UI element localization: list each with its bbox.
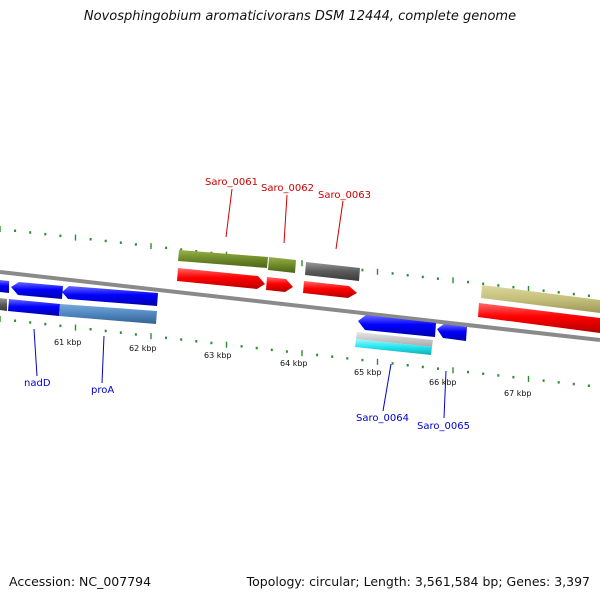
label-saro-0061[interactable]: Saro_0061 (205, 177, 258, 188)
leader-nadD (33, 328, 38, 377)
cds-red-right[interactable] (478, 303, 600, 333)
genome-summary: Topology: circular; Length: 3,561,584 bp… (246, 574, 590, 589)
gene-labels: Saro_0061 Saro_0062 Saro_0063 nadD proA … (24, 177, 470, 432)
gene-saro-0061-olive[interactable] (178, 250, 268, 268)
leader-saro-0063 (335, 200, 344, 250)
ruler-label-61kbp: 61 kbp (54, 338, 82, 347)
label-proA[interactable]: proA (91, 385, 114, 396)
cds-saro-0061[interactable] (177, 268, 265, 289)
gene-track-inner (0, 298, 433, 355)
leader-saro-0061 (225, 188, 233, 238)
gene-saro-0064-light[interactable] (356, 332, 433, 347)
gene-track-outer (178, 250, 600, 313)
gene-saro-0063-gray[interactable] (305, 262, 360, 281)
cds-track-reverse (0, 280, 467, 341)
map-title: Novosphingobium aromaticivorans DSM 1244… (83, 9, 517, 24)
label-nadD[interactable]: nadD (24, 378, 51, 389)
tick-marks-inner (0, 316, 590, 387)
gene-proA[interactable] (59, 304, 157, 324)
ruler-labels: 61 kbp 62 kbp 63 kbp 64 kbp 65 kbp 66 kb… (54, 338, 532, 398)
cds-left-reverse[interactable] (11, 282, 63, 299)
label-leader-lines (33, 188, 447, 419)
cds-saro-0065[interactable] (437, 324, 467, 341)
gene-left-gray[interactable] (0, 298, 7, 311)
backbone-line (0, 270, 600, 342)
gene-saro-0064-cyan[interactable] (355, 339, 432, 355)
gene-khaki[interactable] (481, 285, 600, 313)
cds-nadD-reverse[interactable] (62, 286, 158, 306)
ruler-label-62kbp: 62 kbp (129, 344, 157, 353)
leader-saro-0064 (382, 363, 392, 412)
gene-nadD[interactable] (8, 299, 60, 316)
cds-saro-0063[interactable] (303, 281, 357, 298)
label-saro-0064[interactable]: Saro_0064 (356, 413, 409, 424)
leader-proA (101, 335, 105, 384)
ruler-label-66kbp: 66 kbp (429, 378, 457, 387)
cds-track-forward (177, 268, 600, 333)
cds-left-stub[interactable] (0, 280, 9, 293)
gene-saro-0062-olive[interactable] (268, 257, 296, 273)
label-saro-0065[interactable]: Saro_0065 (417, 421, 470, 432)
ruler-label-65kbp: 65 kbp (354, 368, 382, 377)
leader-saro-0065 (443, 370, 447, 419)
label-saro-0062[interactable]: Saro_0062 (261, 183, 314, 194)
cds-saro-0062[interactable] (266, 277, 293, 292)
cds-saro-0064[interactable] (358, 315, 436, 337)
label-saro-0063[interactable]: Saro_0063 (318, 190, 371, 201)
ruler-label-64kbp: 64 kbp (280, 359, 308, 368)
leader-saro-0062 (283, 194, 288, 244)
accession-label: Accession: NC_007794 (9, 574, 152, 589)
ruler-label-63kbp: 63 kbp (204, 351, 232, 360)
ruler-label-67kbp: 67 kbp (504, 389, 532, 398)
